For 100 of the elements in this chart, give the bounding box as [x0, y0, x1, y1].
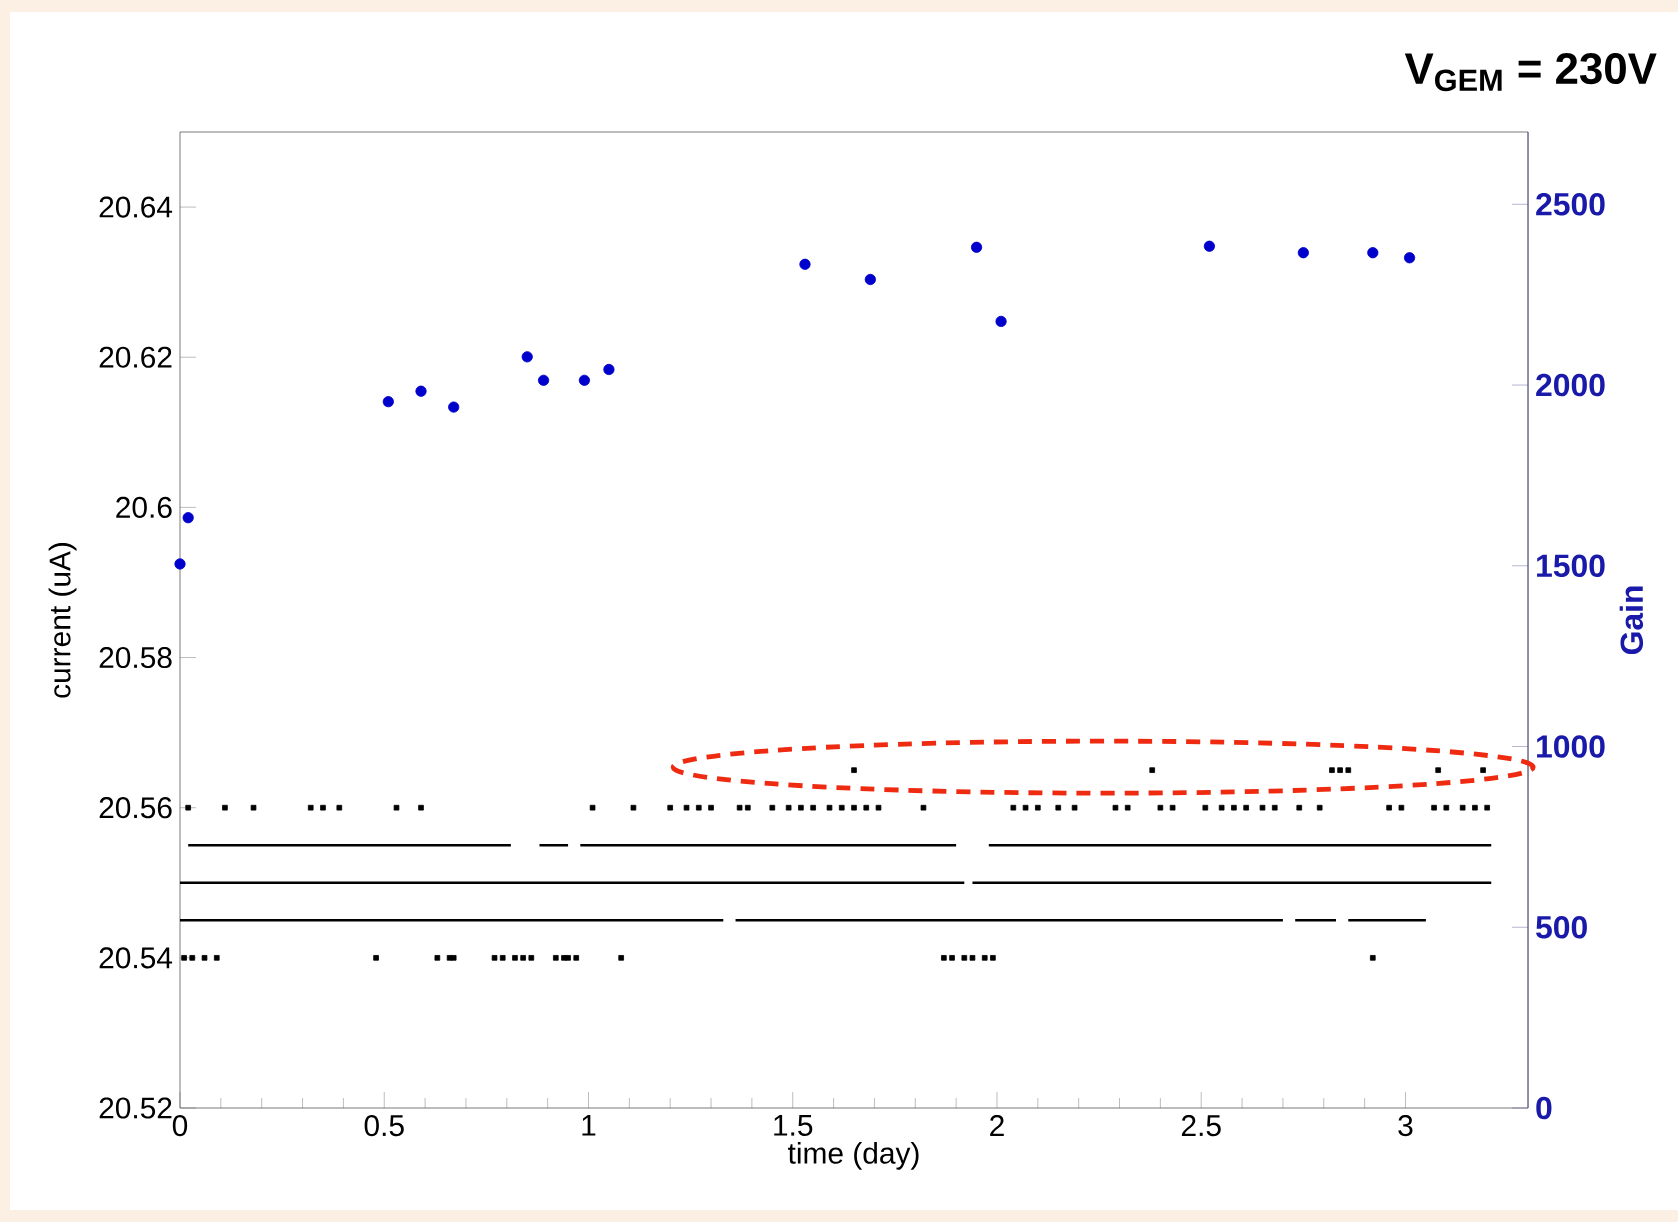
point: [949, 955, 955, 961]
y2-tick-label: 0: [1536, 1096, 1552, 1120]
x-axis-title: time (day): [788, 1141, 919, 1170]
chart-title: V$_{GEM}$ = 230V: [1404, 53, 1657, 92]
y2-tick-label: 2000: [1536, 373, 1605, 397]
point: [528, 955, 535, 961]
point: [578, 374, 591, 386]
point: [222, 804, 228, 811]
point: [695, 804, 702, 811]
point: [336, 804, 343, 811]
point: [553, 955, 559, 961]
point: [393, 804, 400, 811]
point: [1010, 804, 1017, 811]
point: [875, 804, 882, 811]
point: [491, 955, 498, 961]
point: [1203, 240, 1215, 252]
point: [838, 804, 845, 811]
point: [1157, 804, 1164, 811]
x-tick-label: 2: [990, 1115, 1004, 1136]
point: [799, 258, 811, 270]
x-tick-label: 1: [582, 1115, 596, 1136]
point: [920, 804, 927, 811]
point: [1345, 767, 1352, 773]
point: [189, 955, 196, 961]
point: [418, 804, 424, 811]
point: [520, 955, 526, 961]
point: [708, 804, 714, 811]
point: [618, 955, 624, 961]
point: [573, 955, 580, 961]
point: [961, 955, 968, 961]
point: [185, 804, 191, 811]
point: [785, 804, 792, 811]
point: [320, 804, 326, 811]
point: [1055, 804, 1062, 811]
point: [499, 955, 506, 961]
point: [448, 401, 460, 413]
x-tick-label: 0.5: [364, 1115, 404, 1137]
point: [181, 955, 187, 961]
point: [382, 396, 394, 408]
point: [1369, 955, 1376, 961]
point: [250, 804, 257, 811]
point: [826, 804, 833, 811]
point: [1316, 804, 1323, 811]
point: [1149, 767, 1155, 773]
point: [1484, 804, 1490, 811]
point: [1259, 804, 1266, 811]
point: [810, 804, 816, 811]
point: [970, 241, 983, 253]
point: [1403, 252, 1416, 264]
point: [667, 804, 673, 811]
y-tick-label: 20.52: [99, 1097, 172, 1119]
point: [1459, 804, 1466, 811]
point: [981, 955, 988, 961]
point: [990, 955, 996, 961]
y2-axis-title: Gain: [1619, 586, 1644, 655]
point: [1296, 804, 1303, 811]
point: [201, 955, 208, 961]
point: [1243, 804, 1249, 811]
y-tick-label: 20.56: [99, 797, 172, 819]
point: [1472, 804, 1478, 811]
point: [589, 804, 596, 811]
point: [182, 512, 194, 524]
point: [450, 955, 457, 961]
point: [1431, 804, 1437, 811]
point: [1169, 804, 1176, 811]
x-tick-label: 2.5: [1181, 1115, 1221, 1137]
point: [537, 374, 550, 386]
y2-tick-label: 1000: [1537, 735, 1605, 758]
x-tick-label: 3: [1398, 1115, 1413, 1137]
point: [1218, 804, 1225, 811]
point: [1367, 247, 1379, 259]
point: [565, 955, 571, 961]
point: [1231, 804, 1237, 811]
y-axis-title: current (uA): [48, 543, 77, 698]
point: [434, 955, 441, 961]
y-tick-label: 20.54: [99, 947, 173, 969]
point: [1124, 804, 1131, 811]
point: [1035, 804, 1041, 811]
point: [373, 955, 379, 961]
point: [941, 955, 947, 961]
point: [769, 804, 776, 811]
point: [1329, 767, 1335, 773]
y2-tick-label: 2500: [1536, 193, 1605, 216]
point: [603, 363, 615, 376]
point: [1443, 804, 1450, 811]
point: [798, 804, 804, 811]
point: [174, 558, 186, 570]
x-tick-label: 1.5: [774, 1115, 813, 1136]
point: [1337, 767, 1343, 773]
point: [863, 804, 870, 811]
y2-tick-label: 1500: [1537, 554, 1605, 578]
point: [1297, 247, 1309, 259]
x-tick-label: 0: [172, 1115, 188, 1137]
point: [1202, 804, 1209, 811]
point: [630, 804, 637, 811]
point: [1386, 804, 1392, 811]
point: [736, 804, 743, 811]
point: [521, 351, 533, 363]
point: [512, 955, 518, 961]
point: [851, 767, 857, 773]
